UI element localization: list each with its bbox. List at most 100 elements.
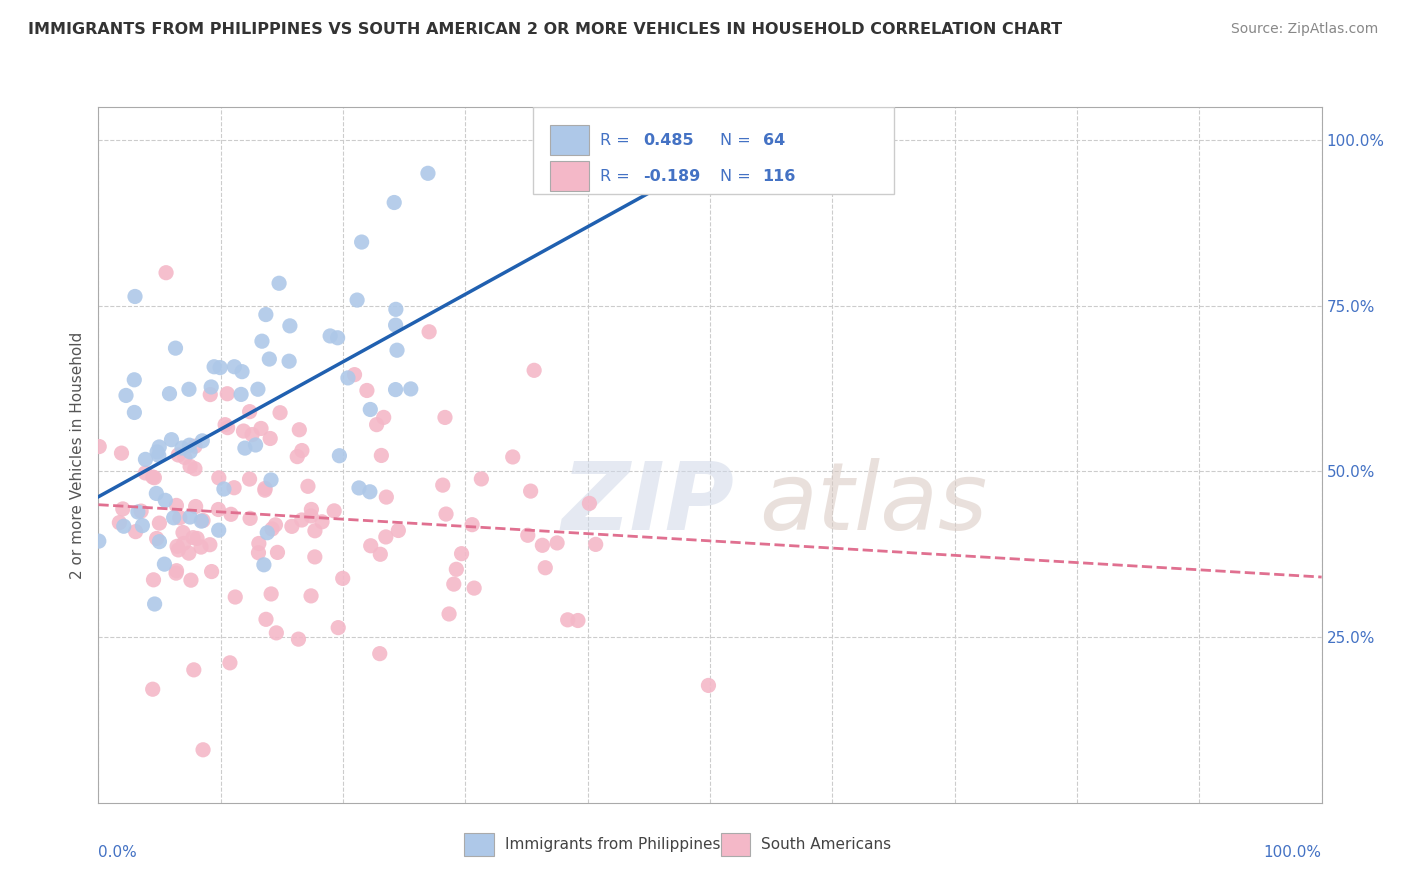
Point — [461, 517, 484, 532]
Point — [209, 360, 232, 375]
Point — [231, 365, 253, 379]
Point — [108, 516, 131, 530]
Point — [567, 614, 589, 628]
Point — [260, 587, 283, 601]
Point — [184, 500, 207, 514]
Point — [165, 566, 187, 581]
Point — [287, 632, 309, 647]
Point — [112, 519, 135, 533]
Point — [179, 510, 201, 524]
Point — [264, 517, 287, 532]
Point — [319, 329, 342, 343]
Point — [267, 277, 290, 291]
Text: Source: ZipAtlas.com: Source: ZipAtlas.com — [1230, 22, 1378, 37]
Point — [142, 573, 165, 587]
Point — [523, 363, 546, 377]
Point — [173, 450, 195, 465]
Point — [385, 343, 408, 358]
Point — [219, 656, 242, 670]
Text: N =: N = — [720, 133, 755, 147]
Point — [180, 573, 202, 587]
Point — [256, 525, 278, 540]
Point — [418, 325, 440, 339]
Point — [184, 462, 207, 476]
Point — [502, 450, 524, 464]
Point — [200, 380, 222, 394]
Point — [399, 382, 422, 396]
Text: 64: 64 — [762, 133, 785, 147]
Point — [416, 166, 439, 180]
Point — [155, 493, 177, 508]
Point — [516, 528, 538, 542]
Point — [111, 502, 134, 516]
FancyBboxPatch shape — [550, 125, 589, 155]
Point — [110, 446, 132, 460]
Point — [184, 439, 207, 453]
Point — [145, 486, 167, 500]
Text: atlas: atlas — [759, 458, 987, 549]
Point — [253, 558, 276, 572]
Point — [304, 549, 326, 564]
Point — [373, 410, 395, 425]
Point — [546, 536, 568, 550]
Point — [697, 678, 720, 692]
Point — [323, 504, 346, 518]
Point — [343, 368, 366, 382]
Point — [214, 417, 236, 432]
Point — [350, 235, 373, 249]
Point — [191, 434, 214, 448]
Point — [124, 289, 146, 303]
Point — [254, 612, 277, 626]
Point — [142, 470, 165, 484]
Point — [311, 515, 333, 529]
Point — [245, 438, 267, 452]
Point — [356, 384, 378, 398]
Point — [382, 195, 405, 210]
Point — [143, 597, 166, 611]
Point — [239, 404, 262, 418]
Point — [250, 334, 273, 349]
Point — [165, 341, 187, 355]
Text: ZIP: ZIP — [561, 458, 734, 549]
Point — [326, 331, 349, 345]
Text: N =: N = — [720, 169, 755, 184]
Point — [186, 532, 208, 546]
Point — [281, 519, 304, 533]
Point — [366, 417, 388, 432]
Point — [115, 388, 138, 402]
Point — [332, 571, 354, 585]
Point — [384, 318, 406, 332]
Y-axis label: 2 or more Vehicles in Household: 2 or more Vehicles in Household — [70, 331, 86, 579]
Point — [384, 383, 406, 397]
Point — [191, 743, 214, 757]
Point — [198, 538, 221, 552]
Point — [166, 539, 188, 553]
Point — [374, 530, 396, 544]
Point — [240, 427, 263, 442]
Point — [148, 440, 170, 454]
Point — [148, 534, 170, 549]
Point — [266, 626, 288, 640]
FancyBboxPatch shape — [721, 833, 751, 855]
Point — [217, 386, 239, 401]
Text: Immigrants from Philippines: Immigrants from Philippines — [505, 837, 720, 852]
Point — [385, 302, 408, 317]
Point — [212, 482, 235, 496]
Point — [179, 459, 201, 474]
Point — [246, 382, 269, 396]
Point — [224, 481, 246, 495]
Point — [266, 545, 288, 559]
Point — [87, 534, 110, 549]
Point — [190, 540, 212, 554]
Point — [233, 441, 256, 455]
Text: R =: R = — [600, 133, 636, 147]
Point — [165, 499, 187, 513]
Point — [259, 432, 281, 446]
Point — [177, 382, 200, 396]
Point — [370, 449, 392, 463]
Point — [347, 481, 370, 495]
Point — [200, 565, 222, 579]
Text: IMMIGRANTS FROM PHILIPPINES VS SOUTH AMERICAN 2 OR MORE VEHICLES IN HOUSEHOLD CO: IMMIGRANTS FROM PHILIPPINES VS SOUTH AME… — [28, 22, 1063, 37]
Point — [181, 531, 204, 545]
Point — [278, 318, 301, 333]
